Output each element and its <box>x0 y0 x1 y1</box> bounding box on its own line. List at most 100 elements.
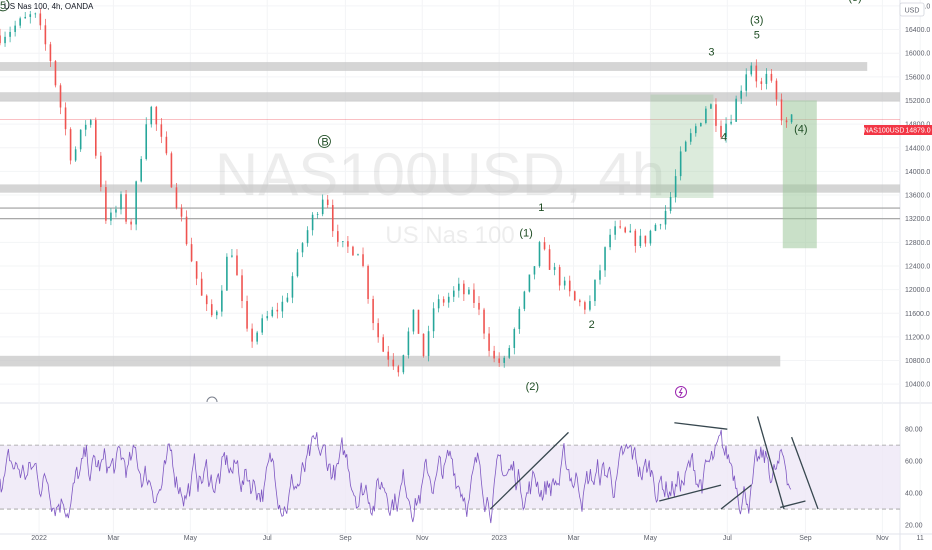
candle-body <box>39 13 42 26</box>
candle-body <box>518 308 521 330</box>
candle-body <box>427 331 430 356</box>
candle-body <box>694 126 697 134</box>
long-position-box[interactable] <box>650 94 817 249</box>
candle-body <box>710 104 712 109</box>
price-tick-label: 12800.0 <box>905 240 930 247</box>
time-tick-label: 2023 <box>491 535 507 542</box>
candle-body <box>170 153 173 188</box>
candle-body <box>362 254 364 266</box>
price-tick-label: 15600.0 <box>905 74 930 81</box>
price-tick-label: 14000.0 <box>905 169 930 176</box>
candle-body <box>548 249 551 270</box>
currency-badge[interactable]: USD <box>899 2 925 17</box>
candle-body <box>140 158 142 182</box>
candle-body <box>130 221 132 225</box>
price-tick-label: 11200.0 <box>905 334 930 341</box>
candle-body <box>649 230 652 244</box>
candle-body <box>619 226 621 228</box>
candle-body <box>589 301 591 310</box>
candle-body <box>735 98 737 122</box>
candle-body <box>705 108 707 123</box>
horizontal-zone <box>0 92 900 102</box>
candle-body <box>216 311 218 316</box>
candle-body <box>493 350 495 359</box>
candle-body <box>326 199 329 206</box>
candle-body <box>84 124 87 130</box>
candle-body <box>185 216 188 245</box>
price-tick-label: 10400.0 <box>905 382 930 389</box>
candle-body <box>790 114 793 123</box>
candle-body <box>563 280 566 286</box>
alert-icon[interactable] <box>675 386 687 398</box>
candle-body <box>669 197 672 211</box>
candle-body <box>417 309 420 334</box>
candle-body <box>145 124 148 159</box>
support-resistance-zones <box>0 62 900 367</box>
horizontal-zone <box>0 355 781 367</box>
candle-body <box>14 25 16 32</box>
candle-body <box>437 299 440 309</box>
watermark: NAS100USD, 4h US Nas 100 <box>215 141 665 249</box>
candle-body <box>125 194 127 222</box>
time-tick-label: Mar <box>107 535 120 542</box>
candle-body <box>447 296 450 303</box>
candle-body <box>553 267 556 270</box>
candle-body <box>533 266 536 275</box>
candle-body <box>200 278 203 296</box>
price-tick-label: 14400.0 <box>905 145 930 152</box>
candle-body <box>664 210 667 225</box>
price-tick-label: 12400.0 <box>905 263 930 270</box>
candle-body <box>634 230 637 246</box>
candle-body <box>256 332 258 342</box>
candle-body <box>241 275 243 302</box>
candle-body <box>64 107 67 130</box>
candle-body <box>463 283 465 295</box>
candle-body <box>110 212 112 221</box>
candle-body <box>115 209 117 213</box>
price-tick-label: 13600.0 <box>905 193 930 200</box>
wave-label: (4) <box>794 123 807 135</box>
time-tick-label: 2022 <box>31 535 47 542</box>
event-marker-icon[interactable] <box>206 396 218 403</box>
price-tick-label: 10800.0 <box>905 358 930 365</box>
candlestick-series <box>0 8 793 377</box>
candle-body <box>135 181 137 225</box>
time-tick-label: Jul <box>263 535 272 542</box>
candle-body <box>523 291 526 309</box>
watermark-symbol: NAS100USD, 4h <box>215 141 665 208</box>
time-tick-label: May <box>644 535 658 542</box>
candle-body <box>246 301 248 329</box>
candle-body <box>251 328 253 342</box>
candle-body <box>337 231 339 242</box>
candle-body <box>382 337 384 352</box>
long-position-target-area <box>782 100 817 249</box>
candle-body <box>165 136 168 154</box>
candle-body <box>432 308 435 332</box>
candle-body <box>34 13 37 15</box>
candle-body <box>19 18 21 26</box>
price-tick-label: 12000.0 <box>905 287 930 294</box>
wave-label: (1) <box>519 227 532 239</box>
price-tick-label: 16000.0 <box>905 51 930 58</box>
candle-body <box>594 279 596 302</box>
candle-body <box>357 254 359 256</box>
candle-body <box>372 299 374 324</box>
time-tick-label: Mar <box>567 535 580 542</box>
candle-body <box>54 61 57 86</box>
candle-body <box>236 255 238 276</box>
candle-body <box>614 226 616 235</box>
candle-body <box>352 246 354 256</box>
candle-body <box>221 290 223 312</box>
rsi-tick-label: 20.00 <box>905 523 923 530</box>
candle-body <box>231 255 233 257</box>
candle-body <box>195 261 198 279</box>
wave-label: 5 <box>0 0 6 12</box>
candle-body <box>785 120 788 123</box>
candle-body <box>538 242 541 267</box>
candle-body <box>498 358 500 363</box>
candle-body <box>4 36 6 44</box>
candle-body <box>205 295 208 305</box>
candle-body <box>392 359 395 367</box>
candle-body <box>306 230 309 244</box>
